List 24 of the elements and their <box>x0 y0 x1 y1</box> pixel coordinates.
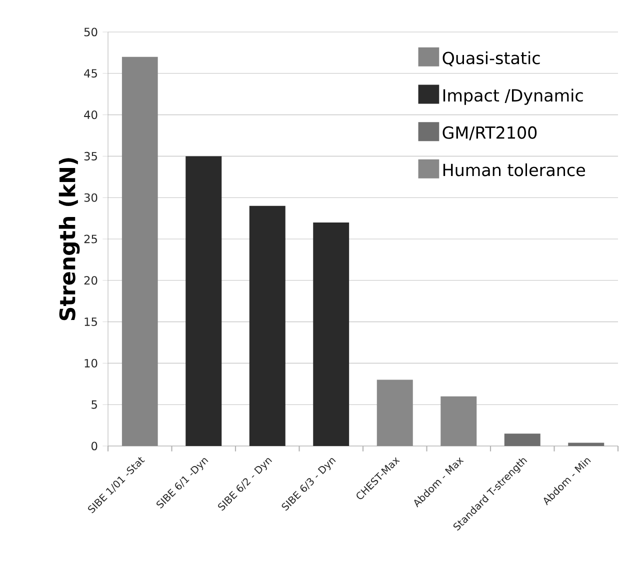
y-tick-label: 0 <box>92 442 98 450</box>
bar <box>122 56 158 446</box>
bar <box>313 222 350 446</box>
y-tick-label: 35 <box>84 152 97 160</box>
legend-label: Quasi-static <box>442 51 540 66</box>
bar <box>376 380 413 446</box>
y-tick-label: 20 <box>84 276 98 285</box>
legend-label: Human tolerance <box>443 163 585 176</box>
y-axis-title: Strength (kN) <box>58 158 80 320</box>
bar <box>440 396 477 446</box>
bar <box>186 156 222 446</box>
y-tick-label: 25 <box>84 234 97 244</box>
y-tick-label: 40 <box>84 110 98 120</box>
bar <box>568 442 604 446</box>
bar <box>249 206 286 446</box>
y-tick-label: 50 <box>84 28 98 36</box>
y-tick-label: 30 <box>84 193 98 202</box>
y-tick-label: 45 <box>84 69 97 78</box>
y-tick-label: 10 <box>84 358 98 368</box>
legend-label: GM/RT2100 <box>442 126 537 140</box>
y-tick-label: 5 <box>92 400 97 409</box>
y-tick-label: 15 <box>84 318 97 326</box>
legend-label: Impact /Dynamic <box>443 88 583 105</box>
bar <box>504 434 540 446</box>
